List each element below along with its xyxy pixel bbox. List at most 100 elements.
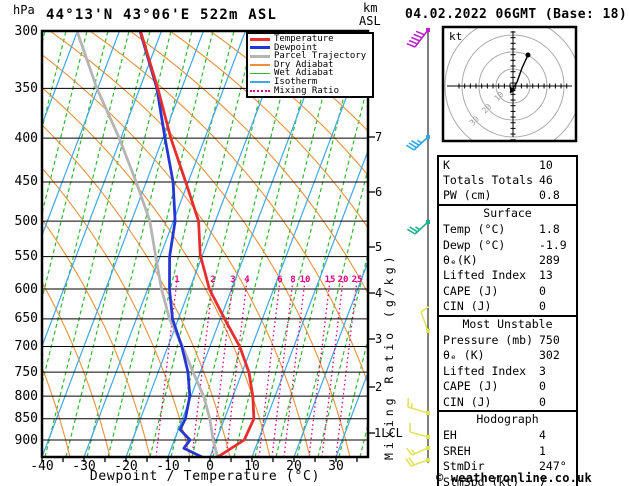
legend-item: Temperature (250, 35, 370, 44)
km-tick-label: 7 (375, 130, 383, 144)
hodograph-trace-start-dot (525, 52, 531, 58)
wind-barb (405, 135, 430, 151)
wind-barb-full-tick (406, 42, 416, 48)
mixing-ratio-value-label: 20 (337, 275, 349, 285)
hodograph-unit-label: kt (449, 30, 462, 43)
pressure-tick-label: 700 (14, 338, 38, 354)
legend-item: Wet Adiabat (250, 69, 370, 78)
isotherm-line (83, 31, 247, 457)
table-row-label: CIN (J) (443, 299, 492, 314)
lcl-tick-label: 1LCL (374, 426, 403, 440)
altitude-unit-asl: ASL (359, 14, 381, 28)
legend-item: Mixing Ratio (250, 85, 370, 96)
wet-adiabat-line (149, 31, 256, 457)
legend-line-sample (250, 46, 270, 50)
mixing-ratio-value-label: 6 (277, 275, 283, 285)
table-row-value: 46 (539, 173, 553, 188)
pressure-tick-label: 600 (14, 281, 38, 297)
mixing-ratio-line (258, 279, 281, 457)
hodograph-border (441, 25, 578, 143)
table-row: CAPE (J) 0 (439, 378, 576, 393)
wet-adiabat-line (296, 166, 368, 457)
pressure-tick-label: 650 (14, 311, 38, 327)
pressure-tick-label: 850 (14, 411, 38, 427)
wind-barb-full-tick (408, 457, 415, 466)
wet-adiabat-line (65, 31, 172, 457)
dry-adiabat-line (42, 218, 151, 457)
table-row: StmDir 247° (439, 458, 576, 473)
table-row-label: K (443, 157, 450, 172)
mixing-ratio-value-label: 4 (244, 275, 250, 285)
isotherm-line (42, 31, 163, 348)
table-row: StmSpd (kt) 7 (439, 474, 576, 486)
table-row: Totals Totals 46 (439, 172, 576, 187)
wet-adiabat-line (254, 31, 361, 457)
table-row: θₑ (K) 302 (439, 348, 576, 363)
mixing-ratio-line (271, 279, 294, 457)
indices-table-section: Hodograph EH 4 SREH 1 StmDir 247° StmSpd (kt) 7 (437, 410, 578, 486)
altitude-unit-km: km (363, 1, 378, 15)
temp-tick-label: -20 (114, 459, 138, 474)
temp-tick-label: 20 (286, 459, 302, 474)
mixing-ratio-line (283, 279, 306, 457)
indices-table-section: Surface Temp (°C) 1.8 Dewp (°C) -1.9 θₑ(K) 289… (437, 204, 578, 317)
wind-barb-half-tick (415, 226, 421, 231)
isotherm-line (42, 31, 205, 457)
copyright-text: © weatheronline.co.uk (436, 471, 592, 485)
wind-barb-full-tick (409, 226, 418, 233)
wind-barb-full-tick (405, 447, 413, 456)
isotherm-line (251, 149, 368, 457)
isotherm-line (125, 31, 289, 457)
wet-adiabat-line (128, 31, 235, 457)
legend-item: Isotherm (250, 78, 370, 87)
table-row-label: Lifted Index (443, 363, 527, 378)
wind-barb-full-tick (408, 39, 418, 45)
wind-barb-half-tick (411, 449, 416, 455)
wet-adiabat-line (42, 31, 109, 302)
legend-item-label: Dewpoint (274, 42, 318, 53)
table-row-value: 3 (539, 363, 546, 378)
legend-line-sample (250, 81, 270, 84)
wind-barb-full-tick (415, 30, 425, 36)
table-row-label: CAPE (J) (443, 283, 499, 298)
wind-barb (405, 446, 430, 456)
mixing-ratio-value-label: 3 (230, 275, 236, 285)
wet-adiabat-line (44, 31, 151, 457)
table-row-value: 1.8 (539, 222, 560, 237)
table-row-value: 13 (539, 268, 553, 283)
wind-barb-full-tick (420, 306, 429, 313)
table-row: CIN (J) 0 (439, 394, 576, 409)
x-axis-title: Dewpoint / Temperature (°C) (89, 469, 321, 484)
legend-item: Parcel Trajectory (250, 52, 370, 61)
mixing-ratio-line (308, 279, 331, 457)
pressure-tick-label: 550 (14, 249, 38, 265)
table-row-value: 0 (539, 299, 546, 314)
table-row-label: EH (443, 428, 457, 443)
table-row-label: StmDir (443, 459, 485, 474)
legend-box: Temperature Dewpoint Parcel Trajectory Dry … (246, 32, 374, 99)
legend-item: Dewpoint (250, 42, 370, 53)
dry-adiabat-line (42, 167, 191, 457)
mixing-ratio-value-label: 2 (210, 275, 216, 285)
legend-item-label: Mixing Ratio (274, 85, 340, 96)
table-row: PW (cm) 0.8 (439, 188, 576, 203)
wet-adiabat-line (275, 81, 368, 457)
dry-adiabat-line (42, 281, 111, 457)
indices-table: K 1 0 Totals Totals 46 PW (cm) 0.8 Surface Temp … (437, 155, 578, 486)
wind-barb-full-tick (413, 33, 423, 39)
wind-barb (407, 397, 430, 415)
table-row-value: 1 (539, 443, 546, 458)
isotherm-line (335, 370, 368, 457)
table-row-label: PW (cm) (443, 188, 492, 203)
km-tick-label: 3 (375, 332, 383, 346)
wind-barb (409, 422, 430, 439)
pressure-tick-label: 900 (14, 432, 38, 448)
table-row: Pressure (mb) 750 (439, 332, 576, 347)
wind-barb-half-tick (416, 139, 422, 144)
table-row: Lifted Index 3 (439, 363, 576, 378)
table-row-value: 289 (539, 253, 560, 268)
hodograph-arrowhead (509, 86, 517, 94)
dry-adiabat-line (42, 124, 231, 457)
